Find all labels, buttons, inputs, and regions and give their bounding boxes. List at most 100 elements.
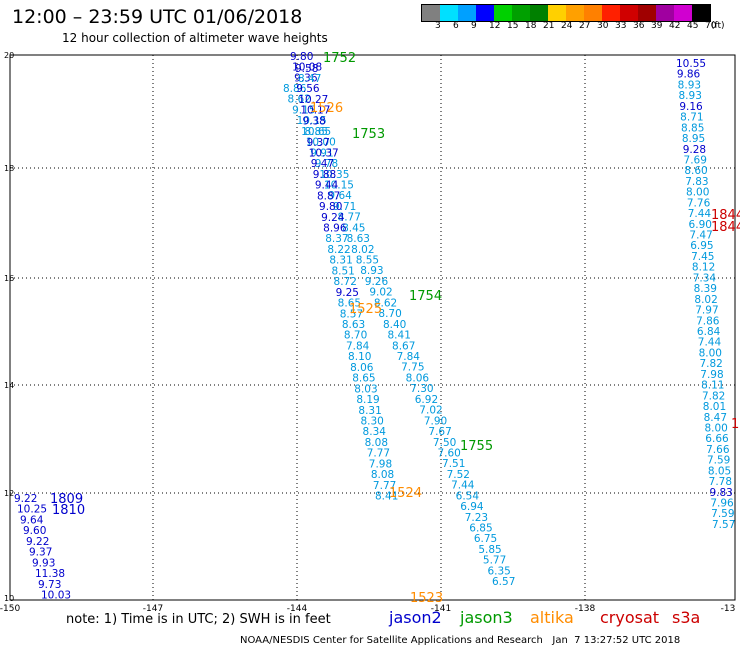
wave-height-value: 9.73 (38, 579, 61, 591)
wave-height-value: 7.82 (702, 390, 725, 402)
wave-height-value: 8.85 (305, 126, 328, 138)
wave-height-value: 9.71 (333, 201, 356, 213)
wave-height-value: 7.77 (373, 480, 396, 492)
wave-height-value: 7.82 (699, 358, 722, 370)
wave-height-value: 10.08 (292, 62, 322, 74)
legend-swatch (584, 5, 602, 21)
wave-height-value: 7.66 (706, 444, 730, 456)
wave-height-value: 6.95 (690, 240, 713, 252)
wave-height-value: 8.65 (352, 373, 375, 385)
wave-height-value: 6.75 (474, 533, 497, 545)
lat-tick-label: 20 (4, 51, 14, 60)
wave-height-value: 7.45 (691, 251, 714, 263)
legend-label: 70 (705, 21, 717, 31)
lon-tick-label: -13 (721, 604, 736, 614)
wave-height-value: 10.35 (319, 169, 349, 181)
wave-height-value: 10.17 (300, 105, 330, 117)
wave-height-value: 7.30 (410, 383, 433, 395)
legend-unit: (ft) (711, 21, 725, 31)
wave-height-value: 9.22 (14, 493, 37, 505)
wave-height-value: 7.96 (710, 498, 734, 510)
wave-height-value: 7.34 (693, 272, 717, 284)
time-label-1526: 1526 (310, 101, 343, 116)
wave-height-value: 7.44 (698, 337, 722, 349)
wave-height-value: 9.25 (336, 287, 359, 299)
legend-label: 21 (543, 21, 555, 31)
wave-height-value: 8.47 (704, 412, 727, 424)
wave-height-value: 7.98 (369, 458, 392, 470)
wave-height-value: 10.15 (324, 179, 354, 191)
wave-height-value: 8.77 (338, 212, 361, 224)
wave-height-value: 8.86 (283, 83, 307, 95)
wave-height-value: 9.64 (328, 190, 352, 202)
wave-height-value: 7.02 (419, 405, 442, 417)
wave-height-value: 8.70 (378, 308, 401, 320)
wave-height-value: 9.80 (319, 201, 342, 213)
legend-label: 42 (669, 21, 681, 31)
wave-height-value: 11.38 (35, 568, 65, 580)
legend-swatch (674, 5, 692, 21)
wave-height-value: 8.67 (392, 340, 415, 352)
wave-height-value: 8.93 (679, 90, 702, 102)
legend-label: 24 (561, 21, 573, 31)
wave-height-value: 8.02 (351, 244, 374, 256)
color-legend (421, 4, 711, 22)
wave-height-value: 9.22 (26, 536, 49, 548)
wave-height-value: 8.19 (356, 394, 379, 406)
wave-height-value: 7.44 (451, 480, 475, 492)
legend-altika: altika (530, 608, 574, 627)
wave-height-value: 6.94 (460, 501, 484, 513)
legend-label: 45 (687, 21, 699, 31)
wave-height-value: 9.86 (677, 69, 701, 81)
wave-height-value: 6.84 (697, 326, 721, 338)
lat-tick-label: 10 (4, 594, 14, 603)
wave-height-value: 8.22 (327, 244, 350, 256)
wave-height-value: 8.06 (406, 372, 430, 384)
legend-swatch (512, 5, 530, 21)
wave-height-value: 9.37 (29, 547, 52, 559)
wave-height-value: 8.02 (694, 294, 717, 306)
wave-height-value: 8.60 (684, 165, 707, 177)
wave-height-value: 9.44 (315, 180, 339, 192)
wave-height-value: 8.01 (703, 401, 726, 413)
time-label-1754: 1754 (409, 289, 442, 304)
wave-height-value: 8.00 (686, 187, 709, 199)
legend-swatch (494, 5, 512, 21)
wave-height-value: 9.26 (365, 276, 389, 288)
wave-height-value: 9.91 (310, 147, 333, 159)
lon-tick-label: -144 (287, 604, 308, 614)
wave-height-value: 8.51 (331, 265, 354, 277)
wave-height-value: 9.24 (321, 212, 345, 224)
wave-height-value: 8.72 (334, 276, 357, 288)
wave-height-value: 5.85 (478, 544, 501, 556)
legend-swatch (656, 5, 674, 21)
legend-label: 36 (633, 21, 645, 31)
wave-height-value: 8.08 (371, 469, 394, 481)
wave-height-value: 9.64 (20, 514, 44, 526)
wave-height-value: 8.96 (323, 223, 347, 235)
wave-height-value: 8.62 (374, 297, 397, 309)
wave-height-value: 10.55 (676, 58, 706, 70)
map-grid (9, 54, 736, 601)
note-text: note: 1) Time is in UTC; 2) SWH is in fe… (66, 612, 331, 627)
wave-height-value: 8.41 (375, 491, 398, 503)
time-label-1523: 1523 (410, 591, 443, 606)
wave-height-value: 7.59 (707, 455, 730, 467)
wave-height-value: 9.93 (32, 557, 55, 569)
wave-height-value: 8.10 (348, 351, 371, 363)
wave-height-value: 9.56 (296, 83, 320, 95)
wave-height-value: 9.83 (709, 487, 732, 499)
wave-height-value: 9.38 (302, 115, 325, 127)
legend-label: 3 (435, 21, 441, 31)
time-label-1752: 1752 (323, 51, 356, 66)
legend-swatch (476, 5, 494, 21)
legend-label: 9 (471, 21, 477, 31)
page-title: 12:00 – 23:59 UTC 01/06/2018 (12, 6, 303, 28)
wave-height-value: 8.31 (329, 255, 352, 267)
wave-height-value: 7.84 (346, 340, 370, 352)
wave-height-value: 9.15 (292, 104, 315, 116)
wave-height-value: 9.47 (311, 158, 334, 170)
wave-height-value: 8.93 (678, 79, 701, 91)
time-label-1753: 1753 (352, 127, 385, 142)
wave-height-value: 8.05 (708, 465, 731, 477)
